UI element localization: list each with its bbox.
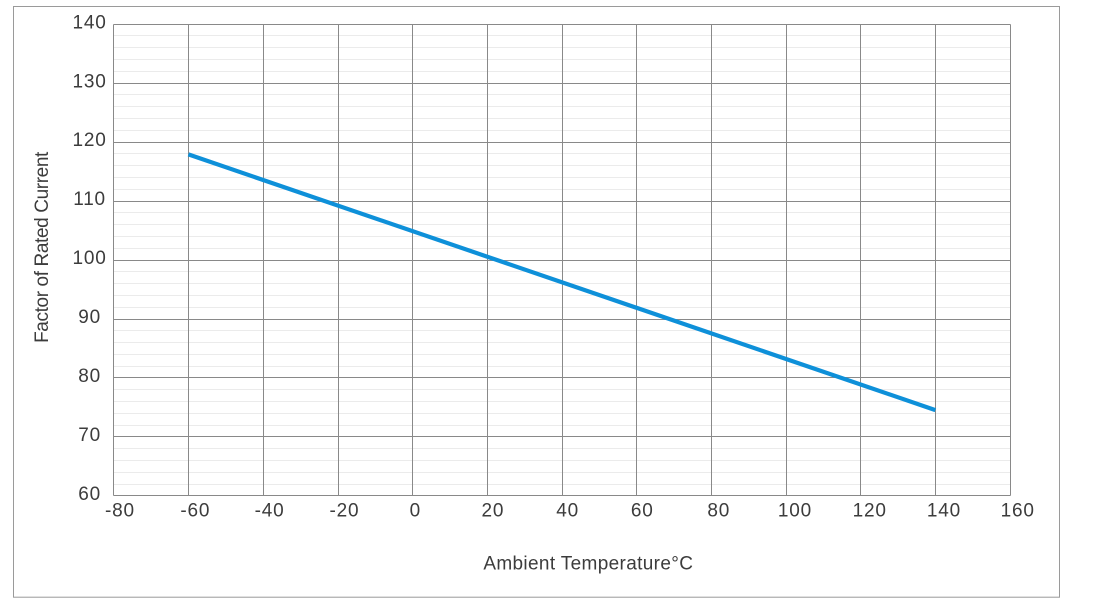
svg-text:70: 70: [78, 425, 101, 446]
svg-text:160: 160: [1001, 500, 1035, 521]
svg-text:-60: -60: [180, 500, 210, 521]
svg-text:0: 0: [410, 500, 421, 521]
svg-text:80: 80: [707, 500, 730, 521]
svg-text:20: 20: [482, 500, 505, 521]
svg-text:Ambient Temperature°C: Ambient Temperature°C: [483, 553, 693, 574]
svg-text:-40: -40: [255, 500, 285, 521]
svg-text:140: 140: [73, 12, 107, 33]
svg-text:60: 60: [78, 484, 101, 505]
svg-text:-20: -20: [329, 500, 359, 521]
svg-text:120: 120: [853, 500, 887, 521]
svg-text:100: 100: [778, 500, 812, 521]
svg-text:Factor of Rated Current: Factor of Rated Current: [32, 151, 53, 343]
svg-text:100: 100: [73, 248, 107, 269]
svg-text:60: 60: [631, 500, 654, 521]
svg-text:-80: -80: [105, 500, 135, 521]
svg-text:80: 80: [78, 366, 101, 387]
svg-text:140: 140: [927, 500, 961, 521]
svg-text:130: 130: [73, 71, 107, 92]
svg-text:40: 40: [556, 500, 579, 521]
svg-text:110: 110: [73, 189, 106, 210]
svg-text:120: 120: [73, 130, 107, 151]
svg-text:90: 90: [78, 307, 101, 328]
